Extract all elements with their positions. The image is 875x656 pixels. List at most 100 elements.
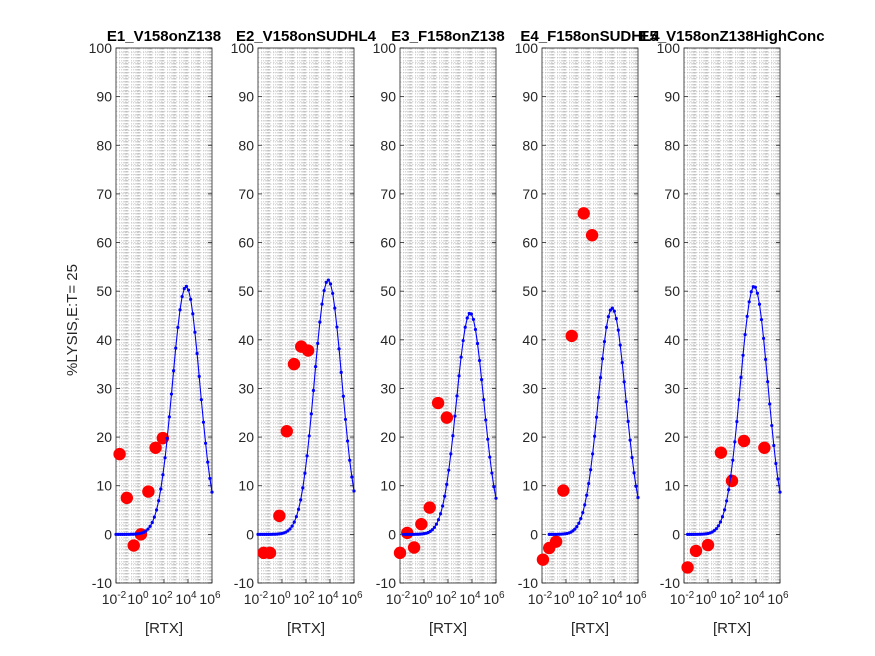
fit-point (587, 481, 591, 486)
fit-point (602, 340, 607, 344)
fit-point (469, 312, 473, 316)
fit-point (457, 374, 461, 378)
x-tick-label: 104 (317, 590, 339, 607)
x-axis-label: [RTX] (429, 620, 467, 637)
data-points (681, 434, 771, 574)
fit-point (770, 423, 774, 428)
x-axis-label: [RTX] (287, 620, 325, 637)
x-tick-label: 10-2 (386, 590, 411, 607)
fit-point (169, 392, 174, 396)
fit-point (776, 477, 780, 481)
fit-point (737, 398, 741, 402)
data-point (120, 491, 134, 505)
fit-point (445, 482, 449, 486)
fit-point (764, 357, 768, 362)
y-tick-label: 0 (672, 526, 680, 542)
fit-point (333, 306, 337, 310)
subplot-title: E5_V158onZ138HighConc (639, 28, 824, 45)
y-tick-label: 30 (522, 380, 538, 396)
fit-point (620, 361, 624, 365)
y-tick-label: 90 (238, 89, 254, 105)
fit-point (144, 529, 148, 533)
fit-point (488, 455, 492, 459)
fit-point (159, 487, 163, 491)
fit-point (201, 420, 206, 424)
fit-point (725, 499, 729, 503)
fit-point (604, 325, 609, 329)
fit-point (184, 284, 188, 288)
data-point (431, 396, 445, 410)
y-tick-label: 40 (522, 332, 538, 348)
data-point (557, 484, 570, 497)
x-tick-label: 100 (127, 590, 149, 607)
fit-point (745, 314, 749, 319)
fit-point (585, 493, 589, 497)
y-tick-label: 60 (96, 235, 112, 251)
fit-point (455, 394, 459, 398)
y-tick-label: -10 (92, 575, 112, 591)
y-tick-label: 10 (96, 478, 112, 494)
fit-point (161, 473, 165, 477)
fit-curve (402, 311, 498, 536)
x-tick-label: 102 (151, 590, 173, 607)
y-tick-label: -10 (234, 575, 254, 591)
fit-point (154, 508, 159, 512)
y-tick-label: 70 (96, 186, 112, 202)
fit-point (733, 440, 737, 444)
fit-point (577, 521, 581, 525)
fit-point (320, 302, 324, 306)
fit-point (199, 398, 203, 402)
data-point (758, 441, 771, 454)
fit-point (465, 316, 469, 320)
y-tick-label: 70 (238, 186, 254, 202)
data-point (113, 447, 126, 461)
data-point (565, 329, 578, 343)
data-point (156, 431, 170, 445)
x-tick-label: 102 (577, 590, 599, 607)
y-tick-label: 90 (664, 89, 680, 105)
data-points (536, 207, 599, 566)
y-tick-label: 60 (522, 235, 538, 251)
fit-curve (114, 284, 214, 536)
fit-point (778, 490, 782, 494)
fit-point (322, 288, 326, 293)
fit-point (729, 474, 733, 478)
fit-point (150, 520, 154, 525)
fit-point (152, 515, 156, 519)
fit-point (195, 351, 199, 356)
fit-point (157, 499, 161, 503)
y-tick-label: 60 (238, 235, 254, 251)
fit-point (167, 415, 171, 419)
fit-point (186, 288, 191, 292)
fit-point (288, 527, 292, 531)
y-tick-label: 80 (664, 137, 680, 153)
fit-point (747, 300, 751, 304)
data-point (287, 357, 301, 371)
fit-point (475, 341, 480, 346)
fit-point (176, 325, 180, 330)
fit-point (492, 485, 496, 489)
fit-point (606, 314, 611, 319)
fit-point (447, 468, 451, 472)
fit-point (718, 520, 723, 524)
y-tick-label: 40 (96, 332, 112, 348)
fit-point (208, 476, 212, 481)
fit-point (591, 452, 595, 456)
fit-point (294, 515, 298, 519)
y-tick-label: 90 (380, 89, 396, 105)
fit-curve (686, 285, 782, 536)
fit-point (480, 378, 484, 382)
fit-point (451, 434, 455, 438)
data-point (273, 509, 286, 523)
fit-point (453, 414, 457, 418)
minor-grid (115, 47, 212, 584)
fit-point (178, 308, 182, 312)
fit-point (471, 317, 476, 322)
fit-point (182, 287, 186, 291)
fit-point (622, 380, 626, 384)
fit-point (301, 486, 305, 490)
fit-point (759, 318, 764, 322)
fit-point (352, 489, 356, 493)
fit-point (204, 441, 208, 445)
y-tick-label: 80 (96, 137, 112, 153)
